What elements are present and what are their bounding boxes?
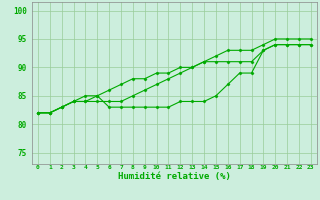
X-axis label: Humidité relative (%): Humidité relative (%) (118, 172, 231, 181)
